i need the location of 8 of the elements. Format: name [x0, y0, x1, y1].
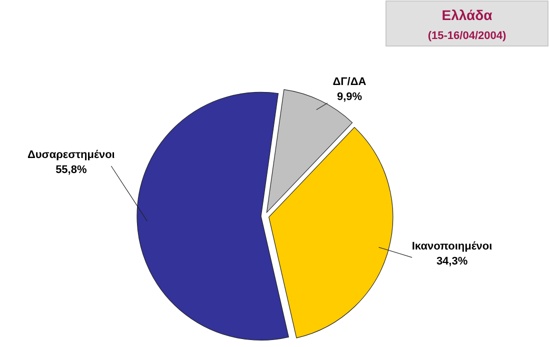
data-label: 34,3% — [436, 255, 468, 268]
chart-subtitle: (15-16/04/2004) — [428, 30, 506, 42]
data-label: 9,9% — [336, 91, 362, 104]
chart-title: Ελλάδα — [442, 7, 493, 23]
slice-label: ΔΓ/ΔΑ — [332, 76, 366, 88]
data-label: 55,8% — [56, 164, 87, 176]
slice-label: Ικανοποιημένοι — [412, 240, 492, 252]
slice-label: Δυσαρεστημένοι — [27, 149, 115, 162]
